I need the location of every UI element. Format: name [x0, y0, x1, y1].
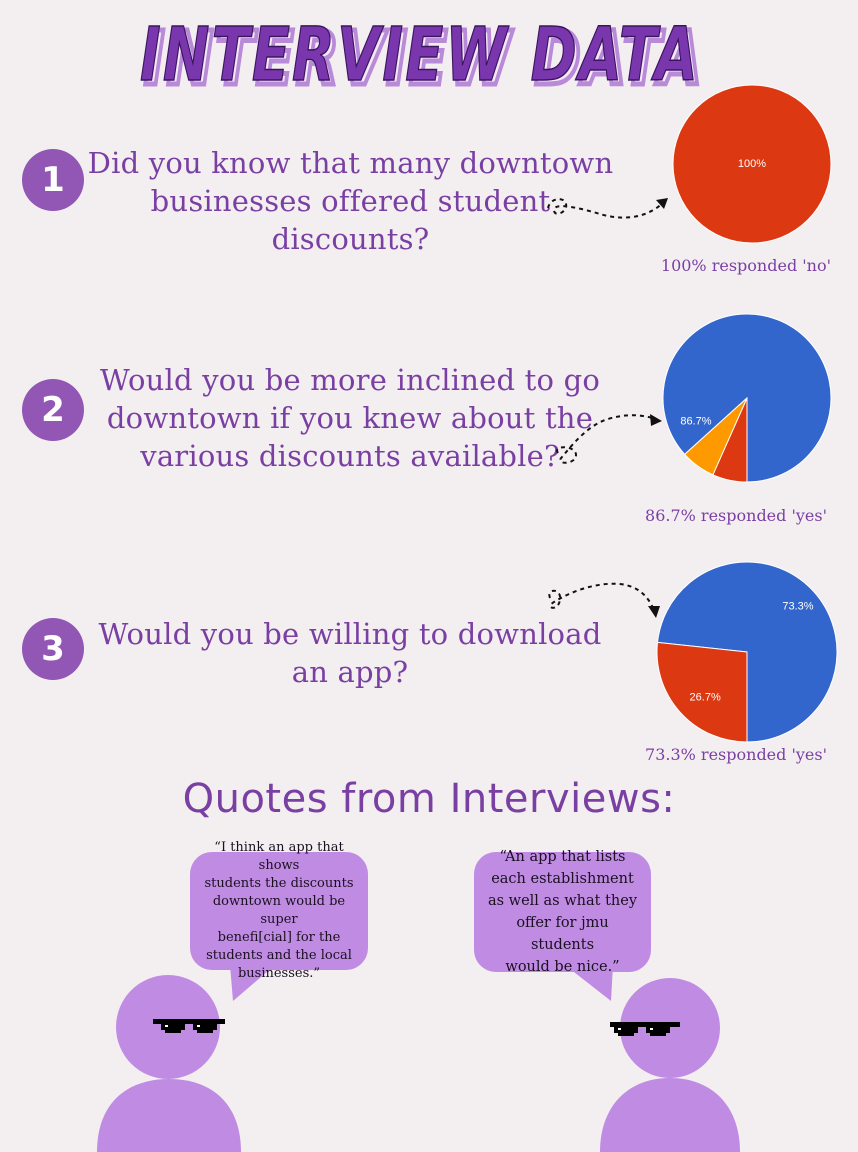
question-2-line: downtown if you knew about the — [106, 401, 594, 435]
quote-1-line: “I think an app that shows — [214, 840, 344, 873]
pie-slice — [672, 84, 832, 244]
quote-bubble-1: “I think an app that shows students the … — [190, 840, 368, 981]
quotes-heading: Quotes from Interviews: — [182, 776, 676, 822]
person-right-body — [600, 1078, 740, 1152]
quote-1-line: benefi[cial] for the — [217, 930, 341, 945]
quote-2-line: offer for jmu students — [516, 915, 609, 953]
page-title: INTERVIEW DATA INTERVIEW DATA — [139, 11, 704, 104]
quote-1-line: downtown would be super — [212, 894, 346, 927]
pie-chart-3: 73.3% 26.7% — [656, 561, 838, 743]
quote-2-line: “An app that lists — [499, 849, 626, 865]
chart-1-caption: 100% responded 'no' — [660, 256, 831, 275]
dashed-arrow-2 — [556, 414, 662, 464]
question-1-text: Did you know that many downtown business… — [78, 144, 623, 258]
person-left-body — [97, 1079, 241, 1152]
pie-slice-label: 73.3% — [782, 600, 813, 612]
pie-chart-1: 100% — [672, 84, 832, 244]
pie-slice — [683, 397, 748, 476]
bubble-2-tail — [565, 965, 613, 1001]
chart-3-caption: 73.3% responded 'yes' — [645, 745, 827, 764]
bubble-1-tail — [230, 965, 275, 1001]
dashed-arrow-1 — [547, 198, 668, 219]
question-number-2: 2 — [22, 379, 84, 441]
question-number-3: 3 — [22, 618, 84, 680]
question-1-line: businesses offered student — [150, 184, 551, 218]
quote-1-line: businesses.” — [237, 966, 321, 981]
question-1-line: Did you know that many downtown — [87, 146, 614, 180]
question-3-line: Would you be willing to download — [98, 617, 602, 651]
question-3-text: Would you be willing to download an app? — [80, 615, 620, 691]
chart-2-caption: 86.7% responded 'yes' — [645, 506, 827, 525]
question-2-line: Would you be more inclined to go — [99, 363, 601, 397]
question-number-1: 1 — [22, 149, 84, 211]
pie-slice-label: 100% — [738, 158, 766, 170]
person-right — [600, 978, 740, 1152]
title-text: INTERVIEW DATA — [140, 12, 700, 98]
dashed-arrow-3 — [548, 582, 660, 618]
question-1-line: discounts? — [271, 222, 430, 256]
pie-slice — [662, 313, 832, 483]
question-2-text: Would you be more inclined to go downtow… — [80, 361, 620, 475]
quote-2-line: each establishment — [491, 871, 634, 887]
pie-slice-label: 26.7% — [690, 691, 721, 703]
sunglasses-icon — [610, 1022, 680, 1036]
question-3-line: an app? — [291, 655, 409, 689]
sunglasses-icon — [153, 1019, 225, 1033]
quote-2-line: would be nice.” — [505, 959, 620, 975]
question-2-line: various discounts available? — [140, 439, 560, 473]
quote-1-line: students and the local — [206, 948, 352, 963]
quote-2-line: as well as what they — [487, 893, 638, 909]
pie-slice-label: 86.7% — [680, 416, 711, 428]
title-shadow: INTERVIEW DATA — [144, 16, 704, 102]
pie-slice — [656, 641, 748, 743]
quote-bubble-2: “An app that lists each establishment as… — [474, 849, 651, 975]
person-left — [97, 975, 241, 1152]
quote-1-line: students the discounts — [204, 876, 354, 891]
pie-chart-2: 86.7% — [662, 313, 832, 483]
